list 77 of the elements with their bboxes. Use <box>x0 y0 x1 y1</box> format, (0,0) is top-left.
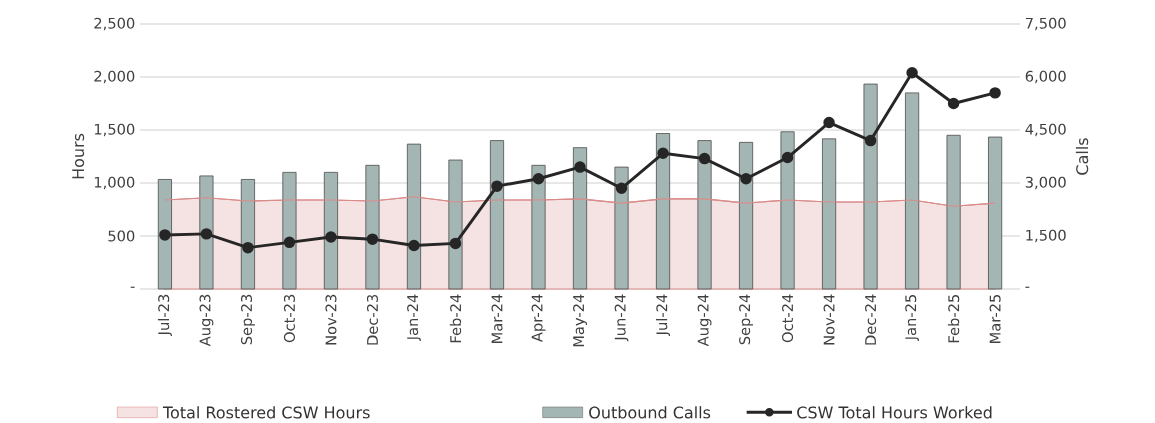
bar <box>572 147 588 290</box>
x-tick-label: Feb-25 <box>947 294 960 343</box>
point <box>615 182 628 195</box>
y-axis-title: Hours <box>72 133 85 179</box>
y-tick-label: 500 <box>108 230 135 242</box>
bar <box>780 131 795 290</box>
bar <box>905 92 920 290</box>
point <box>947 97 960 110</box>
bar <box>697 140 712 290</box>
bar <box>739 141 754 290</box>
x-tick-label: Jan-24 <box>407 294 421 342</box>
x-tick-label: Sep-24 <box>739 294 754 345</box>
bar <box>240 179 255 290</box>
bar <box>946 134 961 290</box>
y-tick-label: 1,000 <box>94 176 135 190</box>
bar <box>157 179 172 290</box>
y2-tick-label: 6,000 <box>1025 70 1066 84</box>
y-tick-label: 2,000 <box>94 70 135 84</box>
y-tick-label: 2,500 <box>94 17 135 31</box>
y2-axis-title: Calls <box>1075 138 1089 175</box>
x-tick-label: Jun-24 <box>614 294 629 342</box>
legend-label: CSW Total Hours Worked <box>797 406 992 419</box>
point <box>740 173 752 185</box>
point <box>532 173 545 185</box>
x-tick-label: Oct-24 <box>782 294 794 343</box>
y2-tick-label: 7,500 <box>1025 17 1066 31</box>
point <box>781 151 794 164</box>
point <box>491 180 503 192</box>
point <box>366 233 379 245</box>
bar <box>531 164 546 290</box>
point <box>906 67 918 79</box>
y-tick-label: - <box>130 286 135 288</box>
bar <box>489 140 505 290</box>
x-tick-label: Aug-24 <box>697 294 712 347</box>
y2-tick-label: - <box>1025 286 1030 288</box>
x-tick-label: Jul-23 <box>157 294 172 337</box>
y-tick-label: 1,500 <box>94 123 135 137</box>
point <box>657 147 669 160</box>
point <box>242 241 254 254</box>
bar <box>406 143 422 290</box>
bar <box>323 171 338 290</box>
point <box>449 237 462 250</box>
bar <box>988 136 1003 290</box>
bar <box>655 133 671 290</box>
y2-tick-label: 4,500 <box>1025 123 1066 137</box>
bar <box>822 138 837 290</box>
y2-tick-label: 1,500 <box>1026 229 1066 243</box>
x-tick-label: Nov-24 <box>823 294 835 345</box>
x-tick-label: May-24 <box>573 294 587 347</box>
x-tick-label: Oct-23 <box>283 294 295 343</box>
x-tick-label: Aug-23 <box>199 294 214 347</box>
point <box>325 231 337 243</box>
x-tick-label: Dec-23 <box>366 294 379 345</box>
bar <box>448 159 463 290</box>
x-tick-label: Feb-24 <box>449 294 462 343</box>
legend-label: Total Rostered CSW Hours <box>162 406 370 419</box>
x-tick-label: Nov-23 <box>325 294 337 345</box>
y2-tick-label: 3,000 <box>1025 176 1066 190</box>
point <box>698 152 711 165</box>
point <box>823 116 835 129</box>
point <box>159 229 171 241</box>
x-tick-label: Jul-24 <box>655 294 671 337</box>
bar <box>863 83 878 290</box>
x-tick-label: Sep-23 <box>240 294 255 345</box>
point <box>864 134 877 147</box>
bar <box>365 164 380 290</box>
x-tick-label: Jan-25 <box>905 294 919 342</box>
x-tick-label: Mar-25 <box>989 294 1001 343</box>
point <box>283 236 296 249</box>
x-tick-label: Dec-24 <box>865 294 877 345</box>
x-tick-label: Mar-24 <box>491 294 503 343</box>
x-tick-label: Apr-24 <box>531 294 546 342</box>
point <box>989 87 1001 99</box>
bar <box>282 171 297 290</box>
point <box>408 239 420 252</box>
legend-label: Outbound Calls <box>589 406 711 419</box>
point <box>574 161 586 173</box>
